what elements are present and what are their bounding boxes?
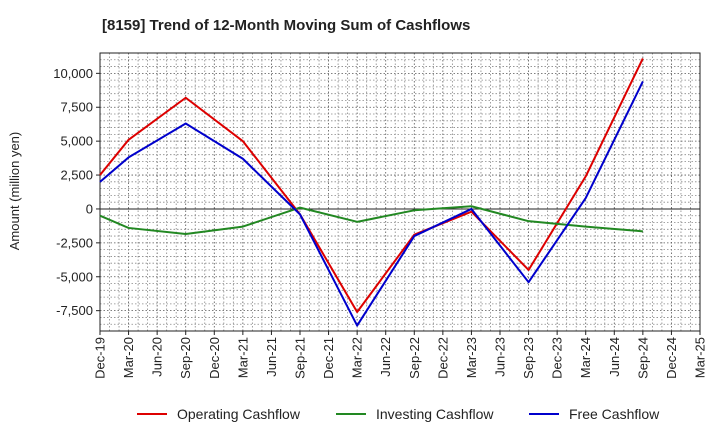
x-tick-label: Mar-22 — [350, 337, 365, 378]
y-tick-label: 7,500 — [60, 100, 93, 115]
chart-title: [8159] Trend of 12-Month Moving Sum of C… — [102, 17, 470, 34]
series-line-operating-cashflow — [99, 57, 644, 314]
y-tick-label: 10,000 — [53, 66, 93, 81]
y-axis-label: Amount (million yen) — [7, 132, 22, 251]
x-tick-label: Dec-22 — [435, 337, 450, 379]
x-tick-label: Dec-21 — [321, 337, 336, 379]
x-tick-label: Sep-21 — [293, 337, 308, 379]
x-tick-label: Sep-22 — [407, 337, 422, 379]
x-tick-label: Jun-21 — [264, 337, 279, 377]
plot-background — [100, 53, 700, 331]
legend-label-operating-cashflow: Operating Cashflow — [177, 406, 301, 422]
y-tick-label: -5,000 — [56, 269, 93, 284]
x-tick-label: Mar-25 — [693, 337, 708, 378]
x-tick-label: Dec-19 — [93, 337, 108, 379]
series-line-investing-cashflow — [99, 205, 643, 236]
x-tick-label: Mar-24 — [578, 337, 593, 378]
x-tick-label: Sep-24 — [635, 337, 650, 379]
x-tick-label: Jun-23 — [493, 337, 508, 377]
x-tick-label: Dec-24 — [664, 337, 679, 379]
series-line-free-cashflow — [99, 81, 644, 327]
plot-frame — [99, 52, 701, 332]
y-tick-label: -2,500 — [56, 235, 93, 250]
x-tick-label: Sep-23 — [521, 337, 536, 379]
x-tick-label: Jun-22 — [378, 337, 393, 377]
x-tick-label: Sep-20 — [178, 337, 193, 379]
legend: Operating Cashflow Investing Cashflow Free… — [137, 406, 660, 422]
y-tick-label: 5,000 — [60, 134, 93, 149]
legend-label-investing-cashflow: Investing Cashflow — [376, 406, 494, 422]
y-tick-label: 0 — [86, 201, 93, 216]
x-tick-label: Dec-20 — [207, 337, 222, 379]
x-tick-label: Dec-23 — [550, 337, 565, 379]
plot-area: 10,000 7,500 5,000 2,500 0 -2,500 -5,000 -7,500… — [53, 52, 708, 379]
x-tick-label: Jun-20 — [150, 337, 165, 377]
x-tick-label: Mar-20 — [121, 337, 136, 378]
y-tick-label: -7,500 — [56, 303, 93, 318]
x-tick-label: Jun-24 — [607, 337, 622, 377]
legend-label-free-cashflow: Free Cashflow — [569, 406, 660, 422]
x-tick-label: Mar-21 — [235, 337, 250, 378]
x-tick-label: Mar-23 — [464, 337, 479, 378]
y-tick-label: 2,500 — [60, 168, 93, 183]
